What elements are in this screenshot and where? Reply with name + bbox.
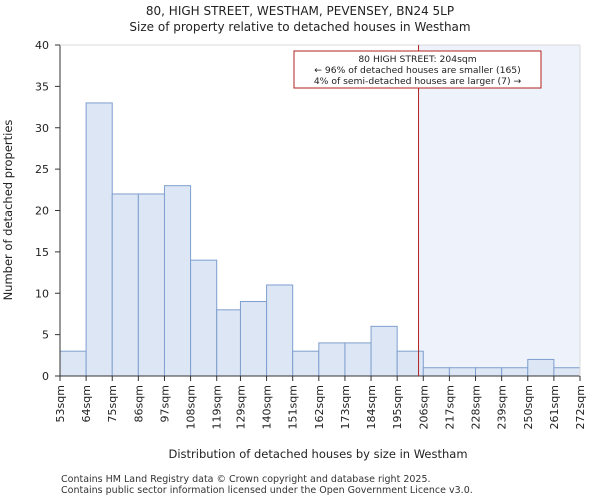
- x-tick-label: 129sqm: [234, 385, 247, 429]
- bar: [501, 367, 529, 377]
- x-tick-label: 261sqm: [548, 385, 561, 429]
- chart-subtitle: Size of property relative to detached ho…: [129, 20, 470, 34]
- y-tick-label: 15: [35, 246, 49, 259]
- bar: [239, 301, 268, 377]
- annotation-line: 4% of semi-detached houses are larger (7…: [314, 76, 522, 87]
- bar: [370, 325, 398, 377]
- footer-line-2: Contains public sector information licen…: [61, 485, 473, 496]
- bars-group: [59, 102, 581, 377]
- y-tick-label: 25: [35, 163, 49, 176]
- highlight-region: [418, 45, 580, 376]
- bar: [396, 350, 424, 377]
- x-tick-label: 173sqm: [339, 385, 352, 429]
- y-tick-label: 0: [42, 370, 49, 383]
- bar: [553, 367, 581, 377]
- x-tick-label: 151sqm: [287, 385, 300, 429]
- x-tick-label: 217sqm: [443, 385, 456, 429]
- x-tick-label: 140sqm: [261, 385, 274, 429]
- annotation-line: ← 96% of detached houses are smaller (16…: [314, 65, 520, 76]
- marker-group: 80 HIGH STREET: 204sqm← 96% of detached …: [293, 45, 542, 376]
- bar: [266, 284, 294, 377]
- x-axis-label: Distribution of detached houses by size …: [168, 447, 467, 461]
- bar: [527, 358, 555, 377]
- bar: [475, 367, 503, 377]
- x-tick-label: 119sqm: [211, 385, 224, 429]
- x-tick-label: 75sqm: [106, 385, 119, 422]
- x-tick-label: 228sqm: [470, 385, 483, 429]
- x-tick-label: 64sqm: [80, 385, 93, 422]
- bar: [422, 367, 450, 377]
- x-tick-label: 108sqm: [185, 385, 198, 429]
- bar: [85, 102, 113, 377]
- y-tick-label: 5: [42, 329, 49, 342]
- annotation-line: 80 HIGH STREET: 204sqm: [358, 54, 476, 65]
- x-tick-label: 86sqm: [132, 385, 145, 422]
- bar: [216, 309, 241, 377]
- annotation-box: [293, 50, 542, 89]
- bar: [111, 193, 139, 377]
- x-tick-label: 272sqm: [574, 385, 587, 429]
- bar: [292, 350, 320, 377]
- x-tick-label: 162sqm: [313, 385, 326, 429]
- x-tick-label: 53sqm: [54, 385, 67, 422]
- y-axis-label: Number of detached properties: [1, 120, 15, 301]
- x-tick-label: 195sqm: [391, 385, 404, 429]
- bar: [318, 342, 346, 377]
- bar: [59, 350, 87, 377]
- y-ticks-group: 0 5 10 15 20 25 30 35 40: [35, 39, 60, 383]
- bar: [344, 342, 372, 377]
- bar: [163, 185, 192, 377]
- x-tick-label: 184sqm: [365, 385, 378, 429]
- y-tick-label: 30: [35, 122, 49, 135]
- bar: [137, 193, 165, 377]
- highlight-region-group: [418, 45, 580, 376]
- x-tick-label: 239sqm: [496, 385, 509, 429]
- x-tick-label: 97sqm: [158, 385, 171, 422]
- chart-title: 80, HIGH STREET, WESTHAM, PEVENSEY, BN24…: [146, 4, 454, 18]
- bar: [448, 367, 477, 377]
- y-tick-label: 35: [35, 80, 49, 93]
- x-ticks-group: 53sqm 64sqm 75sqm 86sqm 97sqm 108sqm 119sqm 129…: [54, 376, 587, 429]
- x-tick-label: 206sqm: [417, 385, 430, 429]
- y-tick-label: 10: [35, 287, 49, 300]
- bar: [190, 259, 218, 377]
- footer-line-1: Contains HM Land Registry data © Crown c…: [61, 474, 431, 485]
- y-tick-label: 20: [35, 205, 49, 218]
- x-tick-label: 250sqm: [522, 385, 535, 429]
- y-tick-label: 40: [35, 39, 49, 52]
